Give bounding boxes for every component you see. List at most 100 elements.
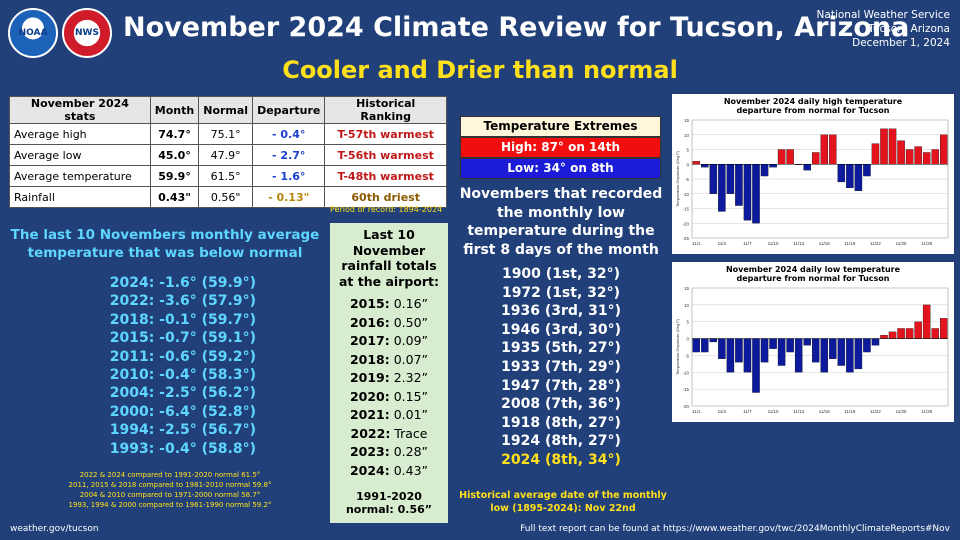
y-tick-label: -10	[682, 370, 689, 375]
bar	[743, 164, 752, 221]
temperature-extremes: Temperature Extremes High: 87° on 14th L…	[460, 116, 661, 179]
month-value: 59.9°	[149, 165, 200, 187]
list-item: 2010: -0.4° (58.3°)	[109, 367, 256, 384]
list-item: 2022: Trace	[330, 425, 448, 444]
x-tick-label: 11/28	[921, 241, 932, 246]
rain-value: 0.01”	[389, 407, 429, 422]
row-label: Average temperature	[9, 165, 151, 187]
list-item: 2024: 0.43”	[330, 462, 448, 481]
bar	[846, 338, 854, 373]
list-item: 2018: 0.07”	[330, 351, 448, 370]
list-item: 2015: -0.7° (59.1°)	[109, 330, 256, 347]
bar	[803, 164, 811, 171]
list-item: 2016: 0.50”	[330, 314, 448, 333]
rainfall-title-line: Last 10	[363, 227, 415, 242]
x-tick-label: 11/1	[692, 241, 701, 246]
bar	[914, 146, 922, 165]
rainfall-title-line: at the airport:	[338, 273, 440, 289]
list-item: 1972 (1st, 32°)	[501, 284, 621, 301]
footnote: 2022 & 2024 compared to 1991-2020 normal…	[79, 471, 261, 479]
normal-footnotes: 2022 & 2024 compared to 1991-2020 normal…	[30, 470, 310, 510]
nws-logo-text: NWS	[75, 28, 99, 38]
y-tick-label: 5	[686, 320, 689, 325]
month-value: 74.7°	[149, 123, 200, 145]
departure-value: - 0.4°	[252, 123, 326, 145]
list-item: 1935 (5th, 27°)	[501, 340, 621, 357]
bar	[803, 338, 811, 346]
x-tick-label: 11/7	[743, 409, 752, 414]
last10-temp-title-line: temperature that was below normal	[27, 245, 303, 261]
bar	[888, 331, 897, 339]
x-tick-label: 11/19	[844, 241, 855, 246]
table-row: Average low 45.0° 47.9° - 2.7° T-56th wa…	[9, 144, 447, 166]
bar	[829, 338, 837, 359]
bar	[811, 338, 820, 363]
rain-value: 2.32”	[389, 370, 429, 385]
y-tick-label: -15	[682, 207, 689, 212]
x-tick-label: 11/16	[819, 409, 830, 414]
historical-line: low (1895-2024): Nov 22nd	[490, 502, 636, 514]
chart-svg: -25 -20 -15 -10 -5 0 5 10 15 Temperature Departur…	[675, 118, 949, 246]
x-tick-label: 11/28	[921, 409, 932, 414]
bar	[837, 338, 846, 366]
table-row: Average high 74.7° 75.1° - 0.4° T-57th w…	[9, 123, 447, 145]
bar	[905, 149, 914, 165]
y-tick-label: -20	[682, 221, 689, 226]
list-item-highlight: 2024 (8th, 34°)	[501, 451, 621, 468]
list-item: 1918 (8th, 27°)	[501, 414, 621, 431]
bar	[777, 338, 786, 366]
stats-header-row: November 2024 stats Month Normal Departu…	[9, 96, 447, 124]
bar	[709, 164, 718, 194]
rain-value: 0.43”	[389, 462, 429, 478]
rain-value: 0.09”	[389, 333, 429, 348]
rainfall-normal-line: 1991-2020	[356, 490, 422, 503]
rainfall-title: Last 10 November rainfall totals at the …	[330, 227, 448, 289]
early-lows-title-line: the monthly low	[496, 204, 625, 221]
list-item: 1924 (8th, 27°)	[501, 433, 621, 450]
bar	[914, 321, 922, 339]
list-item: 2000: -6.4° (52.8°)	[109, 403, 256, 420]
bar	[735, 164, 743, 206]
stats-header: Month	[149, 96, 200, 124]
normal-value: 75.1°	[198, 123, 254, 145]
bar	[786, 149, 794, 165]
period-of-record: Period of record: 1894-2024	[330, 205, 443, 214]
office-location: Tucson, Arizona	[868, 23, 950, 35]
normal-value: 0.56"	[198, 186, 254, 208]
stats-header: Departure	[252, 96, 326, 124]
y-tick-label: -20	[682, 404, 689, 409]
list-item: 1933 (7th, 29°)	[501, 358, 621, 375]
footnote: 1993, 1994 & 2000 compared to 1961-1990 …	[68, 501, 272, 509]
table-row: Average temperature 59.9° 61.5° - 1.6° T…	[9, 165, 447, 187]
rain-year: 2021:	[349, 407, 390, 422]
bar	[692, 161, 701, 165]
extreme-high: High: 87° on 14th	[460, 137, 661, 158]
x-tick-label: 11/22	[870, 241, 881, 246]
departure-value: - 2.7°	[252, 144, 326, 166]
footer-report-link[interactable]: Full text report can be found at https:/…	[520, 524, 950, 534]
bar	[854, 338, 863, 370]
y-tick-label: -5	[685, 177, 689, 182]
early-lows-list: 1900 (1st, 32°) 1972 (1st, 32°) 1936 (3r…	[455, 265, 667, 470]
bar	[743, 338, 752, 373]
last10-temp-list: 2024: -1.6° (59.9°) 2022: -3.6° (57.9°) …	[60, 274, 270, 458]
chart-title: November 2024 daily high temperature dep…	[672, 97, 954, 115]
y-axis-label: Temperature Departure (Deg F)	[675, 318, 680, 375]
ranking-value: T-56th warmest	[324, 144, 447, 166]
bar	[777, 149, 786, 165]
bar	[820, 338, 829, 373]
bar	[863, 338, 871, 353]
bar	[871, 143, 880, 165]
bar	[880, 128, 888, 165]
x-tick-label: 11/10	[768, 241, 779, 246]
x-tick-label: 11/16	[819, 241, 830, 246]
rain-year: 2015:	[349, 296, 390, 311]
bar	[760, 338, 769, 363]
footer-website-link[interactable]: weather.gov/tucson	[10, 524, 99, 534]
rainfall-title-line: November	[352, 242, 426, 258]
bar	[752, 164, 760, 224]
row-label: Average low	[9, 144, 151, 166]
ranking-value: T-57th warmest	[324, 123, 447, 145]
rainfall-box: Last 10 November rainfall totals at the …	[330, 223, 448, 523]
footnote: 2004 & 2010 compared to 1971-2000 normal…	[79, 491, 261, 499]
